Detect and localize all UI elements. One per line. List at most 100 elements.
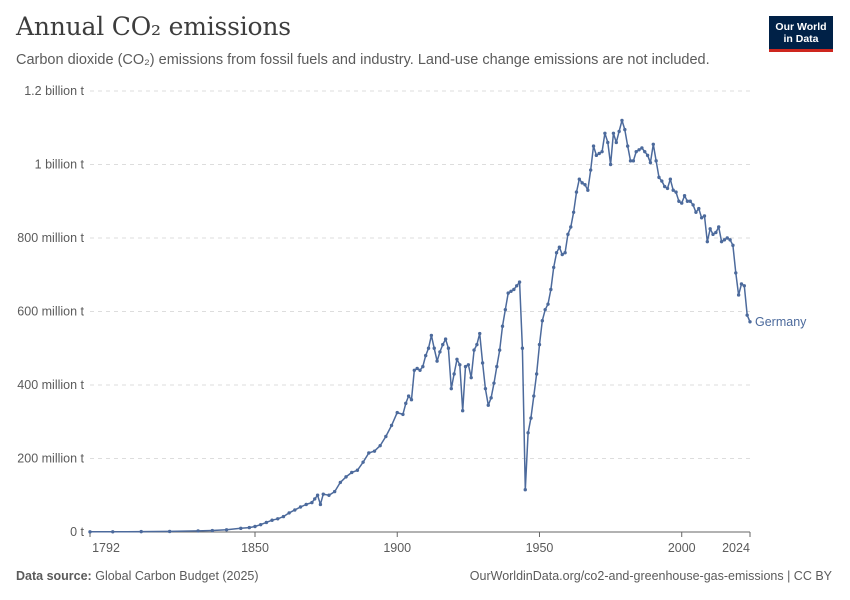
data-point: [699, 216, 704, 220]
data-point: [466, 363, 471, 367]
data-point: [378, 443, 382, 448]
data-point: [736, 293, 741, 297]
data-point: [725, 236, 729, 240]
data-point: [668, 177, 673, 181]
data-point: [478, 331, 482, 336]
data-point: [719, 239, 724, 244]
data-point: [731, 243, 735, 248]
data-point: [651, 142, 655, 146]
data-point: [529, 416, 533, 420]
data-point: [384, 434, 388, 439]
data-point: [634, 149, 638, 154]
data-point: [475, 342, 479, 347]
data-point: [389, 423, 394, 428]
data-point: [682, 194, 687, 198]
data-point: [543, 307, 547, 312]
data-point: [435, 359, 439, 363]
data-point: [327, 493, 331, 497]
data-point: [310, 500, 314, 505]
data-point: [406, 394, 411, 398]
data-point: [446, 346, 451, 350]
data-point: [452, 372, 456, 376]
data-point: [603, 131, 607, 135]
x-tick-label: 2000: [668, 541, 696, 555]
data-point: [660, 179, 664, 183]
data-point: [523, 488, 527, 492]
data-point: [298, 505, 303, 509]
data-point: [412, 368, 417, 372]
data-point: [671, 188, 675, 192]
data-point: [717, 225, 721, 229]
data-point: [654, 159, 658, 163]
y-tick-label: 800 million t: [17, 231, 84, 245]
data-point: [270, 518, 274, 522]
data-point: [318, 502, 323, 507]
data-point: [247, 525, 252, 530]
data-point: [372, 449, 377, 453]
data-point: [315, 493, 320, 497]
data-point: [640, 146, 644, 150]
data-point: [597, 151, 601, 156]
data-point: [748, 320, 752, 324]
y-tick-label: 600 million t: [17, 305, 84, 319]
data-source-label: Data source:: [16, 569, 92, 583]
data-point: [526, 431, 530, 435]
data-point: [665, 186, 670, 191]
data-point: [409, 398, 414, 402]
data-point: [512, 287, 516, 292]
data-point: [239, 526, 243, 531]
data-point: [332, 489, 337, 494]
x-tick-label: 1792: [92, 541, 120, 555]
data-point: [480, 361, 485, 365]
data-point: [455, 357, 459, 361]
data-point: [552, 265, 556, 270]
data-point: [517, 280, 522, 284]
data-point: [506, 291, 510, 295]
data-point: [361, 460, 365, 464]
x-tick-label: 1950: [526, 541, 554, 555]
owid-logo[interactable]: Our World in Data: [769, 16, 833, 52]
data-source-value[interactable]: Global Carbon Budget (2025): [95, 569, 259, 583]
x-tick-label: 1850: [241, 541, 269, 555]
data-point: [489, 396, 493, 400]
data-point: [546, 302, 550, 306]
data-point: [662, 184, 667, 189]
data-point: [685, 199, 690, 203]
data-point: [497, 348, 502, 352]
data-point: [287, 511, 291, 515]
data-point: [258, 522, 263, 527]
data-point: [449, 386, 453, 391]
data-point: [355, 468, 360, 472]
data-point: [657, 175, 661, 180]
data-point: [196, 529, 200, 533]
data-point: [423, 353, 428, 358]
data-point: [469, 375, 473, 380]
data-source: Data source: Global Carbon Budget (2025): [16, 569, 259, 583]
data-point: [139, 529, 143, 534]
data-point: [438, 350, 442, 354]
data-point: [637, 148, 641, 152]
data-point: [623, 127, 627, 132]
data-point: [606, 140, 610, 145]
x-tick-label: 2024: [722, 541, 750, 555]
data-point: [415, 366, 419, 371]
data-point: [563, 251, 567, 255]
data-point: [443, 337, 448, 341]
data-point: [432, 346, 436, 350]
data-point: [460, 409, 465, 413]
data-point: [574, 190, 579, 194]
data-point: [429, 333, 434, 338]
data-point: [224, 528, 229, 532]
data-point: [569, 225, 573, 229]
chart-title: Annual CO₂ emissions: [16, 12, 291, 41]
data-point: [566, 232, 570, 237]
y-tick-label: 400 million t: [17, 378, 84, 392]
data-point: [643, 149, 647, 154]
source-url-link[interactable]: OurWorldinData.org/co2-and-greenhouse-ga…: [469, 569, 832, 583]
data-point: [608, 162, 613, 167]
data-point: [617, 129, 621, 134]
data-point: [739, 282, 744, 286]
data-point: [583, 183, 587, 187]
data-point: [503, 307, 508, 312]
data-point: [395, 410, 399, 415]
